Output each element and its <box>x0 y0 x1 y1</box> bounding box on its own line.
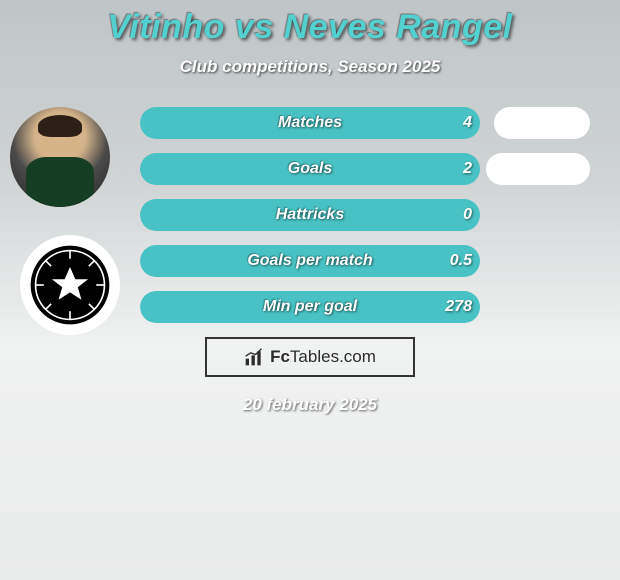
stats-list: Matches4 Goals2 Hattricks0 Goals per match0… <box>140 107 480 323</box>
chart-icon <box>244 347 264 367</box>
player1-avatar <box>10 107 110 207</box>
stat-fill-left <box>140 199 480 231</box>
date-label: 20 february 2025 <box>0 395 620 415</box>
stat-fill-left <box>140 291 480 323</box>
stat-right-pill <box>486 153 590 185</box>
stat-fill-left <box>140 245 480 277</box>
avatar-column <box>10 107 120 335</box>
stat-track <box>140 245 480 277</box>
stat-value-left: 4 <box>463 107 472 139</box>
stat-row: Goals2 <box>140 153 480 185</box>
stat-track <box>140 107 480 139</box>
logo-text: FcTables.com <box>270 347 376 367</box>
stat-row: Matches4 <box>140 107 480 139</box>
stat-track <box>140 199 480 231</box>
source-logo: FcTables.com <box>205 337 415 377</box>
stat-value-left: 0.5 <box>450 245 472 277</box>
stat-row: Hattricks0 <box>140 199 480 231</box>
stat-row: Min per goal278 <box>140 291 480 323</box>
comparison-content: Matches4 Goals2 Hattricks0 Goals per match0… <box>0 107 620 323</box>
stat-value-left: 2 <box>463 153 472 185</box>
stat-fill-left <box>140 107 480 139</box>
stat-track <box>140 291 480 323</box>
page-subtitle: Club competitions, Season 2025 <box>0 57 620 77</box>
stat-right-pill <box>494 107 590 139</box>
stat-value-left: 278 <box>445 291 472 323</box>
page-title: Vitinho vs Neves Rangel <box>0 0 620 47</box>
player2-club-badge <box>20 235 120 335</box>
stat-row: Goals per match0.5 <box>140 245 480 277</box>
stat-track <box>140 153 480 185</box>
botafogo-badge-icon <box>29 244 111 326</box>
stat-value-left: 0 <box>463 199 472 231</box>
stat-fill-left <box>140 153 480 185</box>
